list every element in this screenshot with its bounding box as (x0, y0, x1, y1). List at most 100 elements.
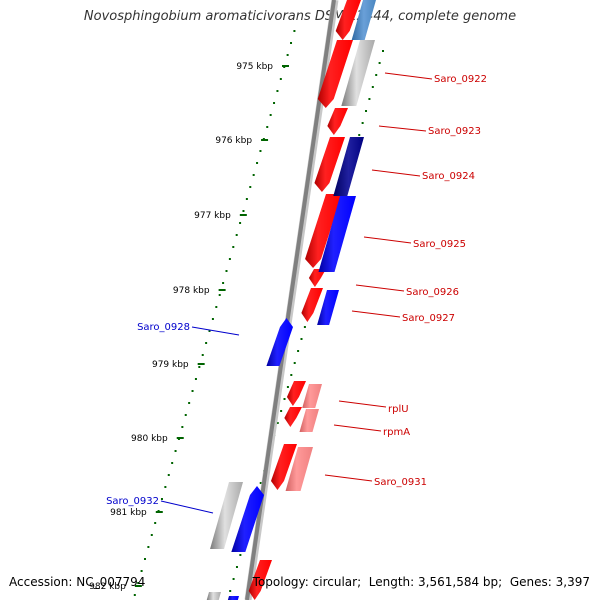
ruler-tick-label: 982 kbp (89, 582, 126, 592)
gene-feature-reverse (318, 196, 356, 272)
ruler-dot (259, 150, 262, 152)
accession-value: NC_007794 (76, 575, 146, 589)
guide-dot (361, 122, 364, 124)
ruler-dot (273, 102, 276, 104)
label-leader-line (363, 236, 412, 244)
gene-feature-forward (248, 560, 272, 600)
ruler-dot (194, 378, 197, 380)
ruler-dot (269, 114, 272, 116)
label-leader-line (371, 169, 421, 177)
ruler-dot (201, 354, 204, 356)
length-value: 3,561,584 bp (418, 575, 499, 589)
accession-info: Accession: NC_007794 (9, 575, 145, 589)
genes-value: 3,397 (555, 575, 590, 589)
ruler-dot (208, 330, 211, 332)
ruler-dot (181, 426, 184, 428)
guide-dot (382, 50, 384, 52)
gene-label-saro_0922: Saro_0922 (434, 74, 487, 85)
gene-feature-forward-rna (285, 447, 313, 491)
map-title: Novosphingobium aromaticivorans DSM 1244… (83, 9, 517, 24)
guide-dot (239, 554, 242, 556)
ruler-dot (218, 294, 221, 296)
gene-feature-reverse (231, 486, 264, 552)
gene-label-saro_0925: Saro_0925 (413, 239, 466, 250)
gene-feature-forward-rna (299, 409, 319, 432)
ruler-dot (191, 390, 194, 392)
ruler-dot (225, 270, 228, 272)
ruler-tick-label: 976 kbp (215, 136, 252, 146)
guide-dot (280, 410, 283, 412)
gene-label-saro_0928: Saro_0928 (137, 322, 190, 333)
length-label: Length: (368, 575, 415, 589)
ruler-dot (164, 486, 167, 488)
gene-feature-forward (305, 194, 342, 268)
ruler-dot (252, 174, 255, 176)
gene-feature-forward (327, 108, 348, 135)
gene-feature-forward-rna (302, 384, 322, 408)
gene-label-saro_0932: Saro_0932 (106, 496, 159, 507)
ruler-dot (171, 462, 174, 464)
gene-feature-light (351, 0, 376, 40)
gene-feature-reverse (266, 318, 293, 366)
ruler-tick-label: 975 kbp (236, 62, 273, 72)
ruler-dot (211, 318, 214, 320)
ruler-dot (232, 246, 235, 248)
ruler-dot (286, 54, 289, 56)
gene-feature-grey (210, 482, 243, 549)
gene-feature-forward (314, 137, 345, 192)
gene-label-saro_0923: Saro_0923 (428, 126, 481, 137)
ruler-dot (198, 366, 201, 368)
guide-dot (293, 362, 296, 364)
ruler-dot (160, 498, 163, 500)
genes-label: Genes: (509, 575, 552, 589)
ruler-dot (205, 342, 208, 344)
guide-dot (229, 590, 232, 592)
guide-dot (286, 386, 289, 388)
gene-label-saro_0926: Saro_0926 (406, 287, 459, 298)
label-leader-line (333, 424, 382, 432)
guide-dot (375, 74, 378, 76)
gene-feature-forward (284, 407, 302, 427)
ruler-dot (154, 522, 157, 524)
topology-value: circular (312, 575, 358, 589)
guide-dot (232, 578, 235, 580)
ruler-dot (143, 558, 146, 560)
gene-feature-reverse (317, 290, 339, 325)
label-leader-line (191, 326, 240, 336)
guide-dot (300, 338, 303, 340)
ruler-dot (235, 234, 238, 236)
gene-feature-reverse (227, 596, 239, 600)
ruler-dot (188, 402, 191, 404)
guide-dot (276, 422, 279, 424)
guide-dot (259, 482, 262, 484)
gene-label-saro_0924: Saro_0924 (422, 171, 475, 182)
label-leader-line (338, 400, 387, 408)
ruler-dot (222, 282, 225, 284)
label-leader-line (384, 72, 433, 80)
ruler-tick-label: 980 kbp (131, 434, 168, 444)
ruler-tick-label: 977 kbp (194, 211, 231, 221)
ruler-dot (256, 162, 259, 164)
gene-feature-grey (341, 40, 375, 106)
ruler-dot (147, 546, 150, 548)
guide-dot (290, 374, 293, 376)
guide-dot (371, 86, 374, 88)
ruler-dot (167, 474, 170, 476)
label-leader-line (351, 310, 401, 318)
ruler-dot (276, 90, 279, 92)
accession-label: Accession: (9, 575, 73, 589)
gene-feature-forward (335, 0, 361, 40)
label-leader-line (378, 125, 427, 132)
ruler-dot (228, 258, 231, 260)
ruler-dot (266, 126, 269, 128)
gene-label-saro_0931: Saro_0931 (374, 477, 427, 488)
ruler-dot (245, 198, 248, 200)
ruler-dot (215, 306, 218, 308)
ruler-dot (293, 30, 296, 32)
ruler-dotted-guide (133, 30, 296, 596)
guide-dot (368, 98, 371, 100)
label-leader-line (355, 284, 405, 292)
label-leader-line (160, 500, 214, 514)
